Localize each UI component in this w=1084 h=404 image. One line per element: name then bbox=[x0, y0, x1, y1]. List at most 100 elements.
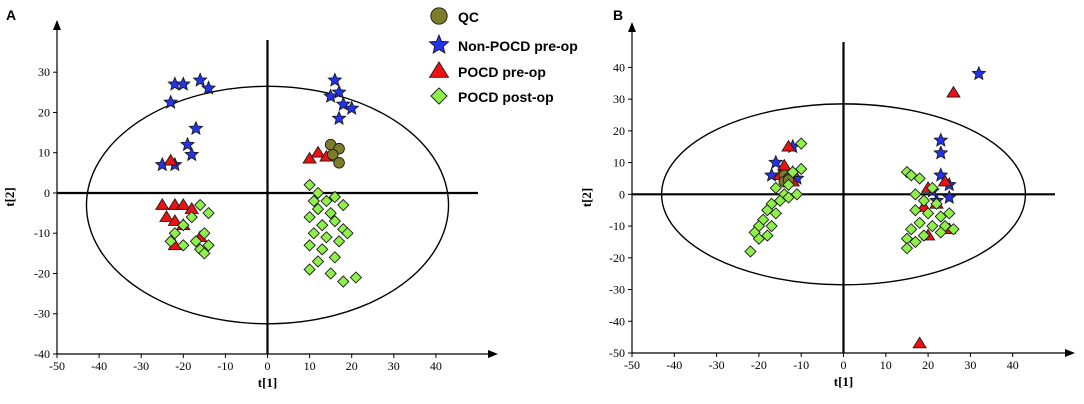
panel-a-y-axis-label: t[2] bbox=[2, 187, 17, 207]
panel-a-y-tick-label: -20 bbox=[34, 266, 50, 280]
legend-label-non-pocd-pre-op: Non-POCD pre-op bbox=[458, 38, 578, 54]
panel-a-point-non-pocd-pre bbox=[331, 110, 347, 125]
panel-a-point-pocd-post bbox=[332, 235, 346, 248]
panel-b-x-tick-label: -50 bbox=[624, 358, 640, 372]
panel-b-point-pocd-pre bbox=[912, 336, 927, 349]
panel-b-point-pocd-post bbox=[795, 137, 808, 150]
panel-a-point-pocd-pre bbox=[159, 210, 174, 222]
panel-a-point-non-pocd-pre bbox=[188, 120, 204, 136]
panel-b-point-pocd-post bbox=[934, 226, 947, 239]
panel-a-y-tick-label: -40 bbox=[34, 347, 50, 361]
panel-label-a: A bbox=[6, 7, 16, 23]
panel-a-point-pocd-post bbox=[198, 247, 211, 260]
panel-a-point-non-pocd-pre bbox=[184, 146, 200, 162]
panel-a-point-pocd-post bbox=[349, 271, 363, 284]
panel-b-series-pocd-pre bbox=[772, 85, 961, 349]
legend-marker-pocd-post bbox=[430, 87, 448, 105]
panel-a-y-tick-label: 30 bbox=[38, 65, 50, 79]
panel-a-point-non-pocd-pre bbox=[327, 72, 343, 87]
panel-b-point-pocd-post bbox=[909, 204, 922, 217]
panel-b-point-pocd-post bbox=[905, 223, 918, 236]
panel-b-x-tick-label: 40 bbox=[1007, 358, 1019, 372]
panel-b-point-pocd-post bbox=[913, 216, 926, 230]
panel-b-point-pocd-post bbox=[917, 194, 931, 207]
panel-a-y-tick-label: 10 bbox=[38, 146, 50, 160]
scatter-panel-a: -50 -40 -30 -20 -10 0 10 20 30 40-40-30-20-100102… bbox=[2, 20, 498, 390]
panel-a-point-non-pocd-pre bbox=[200, 80, 217, 95]
panel-b-point-pocd-post bbox=[765, 219, 778, 233]
legend-item-pocd-post-op: POCD post-op bbox=[430, 87, 554, 105]
panel-a-point-pocd-post bbox=[198, 227, 211, 240]
panel-a-series-pocd-post bbox=[164, 178, 363, 288]
panel-b-y-tick-label: -10 bbox=[609, 219, 625, 233]
panel-a-y-tick-label: -10 bbox=[34, 226, 50, 240]
panel-b-y-tick-label: 40 bbox=[613, 60, 625, 74]
panel-a-point-pocd-post bbox=[311, 255, 325, 268]
panel-a-point-pocd-post bbox=[202, 239, 215, 252]
panel-a-x-tick-label: -30 bbox=[133, 359, 149, 373]
panel-a-y-tick-label: 20 bbox=[38, 105, 50, 119]
panel-a-point-pocd-post bbox=[193, 198, 207, 212]
panel-b-y-tick-label: -40 bbox=[609, 314, 625, 328]
panel-b-point-pocd-post bbox=[900, 242, 914, 255]
panel-a-point-pocd-post bbox=[303, 263, 316, 276]
panel-b-point-pocd-post bbox=[926, 181, 939, 195]
panel-a-x-tick-label: -10 bbox=[217, 359, 233, 373]
panel-a-x-axis-label: t[1] bbox=[258, 375, 278, 390]
panel-b-y-tick-label: -20 bbox=[609, 251, 625, 265]
panel-a-point-pocd-post bbox=[303, 210, 316, 224]
panel-a-x-tick-label: -20 bbox=[175, 359, 191, 373]
legend-item-qc: QC bbox=[430, 7, 479, 25]
panel-b-x-axis-arrow bbox=[1065, 349, 1075, 357]
panel-a-point-pocd-post bbox=[189, 235, 203, 248]
panel-b-point-pocd-post bbox=[790, 188, 804, 201]
panel-a-point-pocd-post bbox=[320, 231, 333, 244]
panel-a-point-pocd-post bbox=[202, 206, 215, 220]
panel-b-point-non-pocd-pre bbox=[933, 145, 949, 160]
panel-a-series-pocd-pre bbox=[154, 145, 334, 251]
panel-b-y-tick-label: -30 bbox=[609, 283, 625, 297]
panel-a-y-tick-label: 0 bbox=[44, 186, 50, 200]
panel-b-x-axis-label: t[1] bbox=[834, 374, 854, 389]
panel-a-point-qc bbox=[326, 148, 339, 161]
scatter-panel-b: -50 -40 -30 -20 -10 0 10 20 30 40 -50 -40 -30 -20 -10 0… bbox=[579, 22, 1075, 389]
panel-a-point-pocd-post bbox=[337, 275, 350, 288]
panel-b-point-pocd-post bbox=[943, 207, 956, 220]
panel-a-point-pocd-pre bbox=[163, 153, 178, 166]
panel-a-point-pocd-post bbox=[303, 239, 316, 252]
panel-a-point-non-pocd-pre bbox=[179, 136, 196, 152]
panel-a-x-tick-label: 40 bbox=[430, 359, 442, 373]
panel-b-point-pocd-post bbox=[913, 172, 926, 185]
panel-label-b: B bbox=[613, 7, 623, 23]
panel-b-x-tick-label: -40 bbox=[666, 358, 682, 372]
panel-a-point-pocd-post bbox=[185, 210, 198, 224]
panel-a-point-pocd-post bbox=[168, 227, 182, 240]
panel-a-point-non-pocd-pre bbox=[175, 76, 191, 91]
legend-label-qc: QC bbox=[458, 9, 479, 25]
panel-b-point-non-pocd-pre bbox=[768, 154, 784, 170]
panel-b-point-pocd-post bbox=[782, 178, 795, 191]
legend-item-pocd-pre-op: POCD pre-op bbox=[428, 61, 546, 80]
panel-a-x-tick-label: 20 bbox=[346, 359, 358, 373]
panel-a-point-pocd-post bbox=[320, 194, 333, 208]
panel-a-x-tick-label: 10 bbox=[304, 359, 316, 373]
panel-b-point-pocd-post bbox=[769, 207, 782, 220]
panel-a-point-pocd-post bbox=[303, 178, 316, 192]
panel-b-series-pocd-post bbox=[744, 137, 960, 258]
panel-b-x-tick-label: 10 bbox=[880, 358, 892, 372]
panel-b-x-tick-label: 0 bbox=[841, 358, 847, 372]
panel-a-point-pocd-post bbox=[307, 194, 320, 208]
panel-b-point-pocd-pre bbox=[781, 139, 796, 152]
panel-b-y-axis-arrow bbox=[628, 22, 636, 32]
panel-b-x-tick-label: 30 bbox=[964, 358, 976, 372]
panel-a-series-non-pocd-pre bbox=[154, 72, 360, 172]
panel-a-point-pocd-post bbox=[337, 198, 350, 212]
panel-a-point-pocd-pre bbox=[310, 145, 326, 158]
panel-b-y-tick-label: 20 bbox=[613, 124, 625, 138]
legend-marker-pocd-pre bbox=[428, 61, 450, 78]
panel-a-point-pocd-pre bbox=[176, 198, 191, 210]
panel-b-y-tick-label: -50 bbox=[609, 346, 625, 360]
panel-b-point-non-pocd-pre bbox=[933, 132, 949, 147]
panel-b-point-pocd-post bbox=[786, 165, 799, 179]
panel-b-y-tick-label: 10 bbox=[613, 156, 625, 170]
